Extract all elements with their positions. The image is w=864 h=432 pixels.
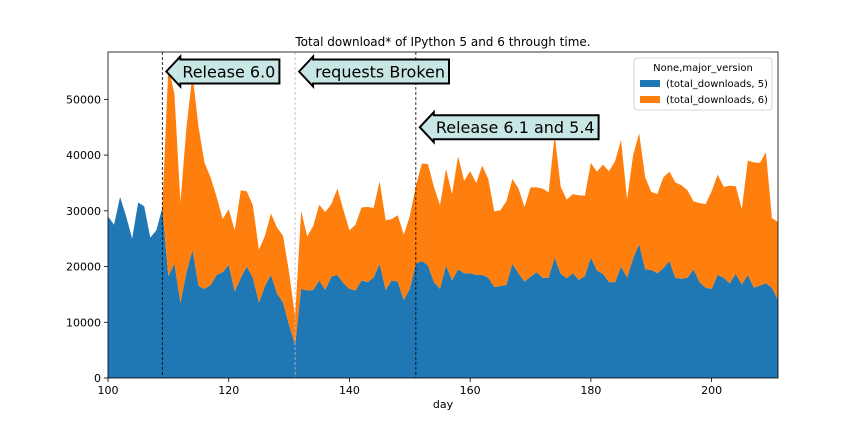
x-tick-label: 160 <box>460 384 481 397</box>
x-tick-label: 100 <box>98 384 119 397</box>
annotation-label: Release 6.1 and 5.4 <box>436 118 595 137</box>
y-tick-label: 50000 <box>66 93 101 106</box>
y-axis-ticks: 0 10000 20000 30000 40000 50000 <box>66 93 108 385</box>
plot-areas <box>108 67 778 378</box>
x-tick-label: 200 <box>701 384 722 397</box>
x-tick-label: 140 <box>339 384 360 397</box>
x-tick-label: 120 <box>218 384 239 397</box>
area-series-2 <box>108 67 778 346</box>
annotation-1: Release 6.0 <box>164 53 281 90</box>
annotations: Release 6.0 requests Broken Release 6.1 an… <box>164 53 600 145</box>
legend-label: (total_downloads, 6) <box>666 95 768 106</box>
legend-label: (total_downloads, 5) <box>666 79 768 90</box>
legend-box <box>633 57 773 111</box>
x-tick-label: 180 <box>580 384 601 397</box>
y-tick-label: 0 <box>94 372 101 385</box>
annotation-label: Release 6.0 <box>182 63 275 82</box>
legend-title: None,major_version <box>653 63 753 74</box>
x-axis-ticks: 100 120 140 160 180 200 <box>98 378 722 397</box>
x-axis-title: day <box>433 398 454 411</box>
y-tick-label: 20000 <box>66 261 101 274</box>
y-tick-label: 30000 <box>66 205 101 218</box>
chart-title: Total download* of IPython 5 and 6 throu… <box>294 35 590 49</box>
legend: None,major_version (total_downloads, 5) (t… <box>633 57 773 111</box>
annotation-label: requests Broken <box>315 63 445 82</box>
annotation-lines <box>161 52 417 378</box>
area-series-1 <box>108 196 778 378</box>
annotation-3: Release 6.1 and 5.4 <box>418 109 600 145</box>
annotation-arrow-box <box>418 109 600 145</box>
annotation-arrow-box <box>164 53 281 90</box>
y-tick-label: 40000 <box>66 149 101 162</box>
plot-frame <box>107 51 779 379</box>
annotation-arrow-box <box>297 53 450 90</box>
annotation-2: requests Broken <box>297 53 450 90</box>
y-tick-label: 10000 <box>66 316 101 329</box>
legend-swatch <box>640 80 660 87</box>
legend-swatch <box>640 96 660 103</box>
